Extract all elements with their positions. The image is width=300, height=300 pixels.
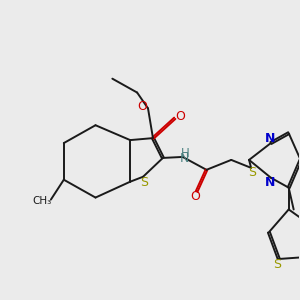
Text: O: O — [190, 190, 200, 203]
Text: O: O — [175, 110, 185, 123]
Text: N: N — [265, 131, 275, 145]
Text: S: S — [248, 166, 256, 179]
Text: O: O — [138, 100, 148, 113]
Text: S: S — [273, 257, 281, 271]
Text: N: N — [265, 176, 275, 189]
Text: N: N — [180, 152, 190, 165]
Text: H: H — [180, 147, 189, 160]
Text: S: S — [141, 176, 148, 189]
Text: CH₃: CH₃ — [32, 196, 52, 206]
